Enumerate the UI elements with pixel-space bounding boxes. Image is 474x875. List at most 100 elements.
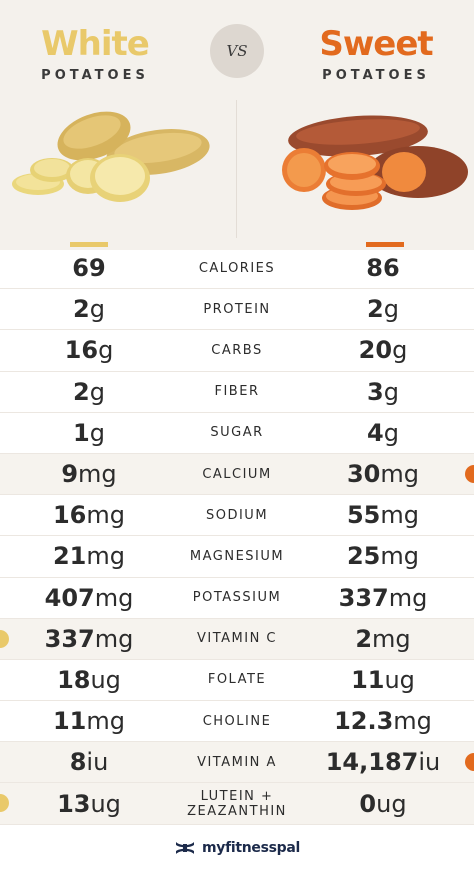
nutrient-row: 18ug FOLATE 11ug [0, 660, 474, 702]
white-number: 9 [61, 460, 79, 489]
sweet-unit: ug [376, 789, 407, 818]
sweet-highlight-dot [465, 753, 474, 772]
sweet-unit: g [383, 295, 399, 324]
nutrient-label: FIBER [214, 384, 260, 400]
white-number: 11 [52, 707, 87, 736]
sweet-value: 30mg [308, 460, 458, 488]
sweet-value: 12.3mg [308, 707, 458, 735]
nutrient-row: 407mg POTASSIUM 337mg [0, 578, 474, 619]
sweet-value: 337mg [308, 584, 458, 612]
white-unit: g [89, 295, 105, 324]
white-highlight-dot [0, 629, 9, 648]
nutrient-row: 2g PROTEIN 2g [0, 289, 474, 331]
white-number: 16 [64, 336, 99, 365]
vs-badge: VS [210, 24, 264, 78]
nutrient-label: SUGAR [210, 425, 264, 441]
white-number: 69 [72, 254, 106, 283]
white-highlight-dot [0, 794, 9, 813]
white-value: 21mg [14, 542, 164, 570]
white-value: 1g [14, 419, 164, 447]
nutrient-label: CHOLINE [202, 713, 272, 729]
white-value: 9mg [14, 460, 164, 488]
white-value: 69 [14, 254, 164, 282]
nutrient-label: PROTEIN [203, 301, 271, 317]
white-unit: mg [78, 460, 117, 489]
sweet-unit: mg [380, 460, 420, 489]
white-potato-image [12, 111, 210, 202]
sweet-number: 11 [351, 665, 385, 694]
sweet-unit: g [383, 377, 399, 406]
sweet-unit: g [383, 418, 399, 447]
header: White POTATOES VS Sweet POTATOES [0, 0, 474, 250]
white-unit: mg [86, 542, 126, 571]
sweet-unit: g [392, 336, 408, 365]
white-number: 18 [57, 665, 91, 694]
sweet-number: 14,187 [325, 748, 419, 777]
nutrient-label: FOLATE [207, 672, 267, 688]
vs-label: VS [226, 42, 248, 60]
sweet-subtitle: POTATOES [322, 68, 430, 83]
sweet-number: 55 [346, 501, 381, 530]
nutrient-label: MAGNESIUM [189, 548, 285, 564]
nutrient-row: 13ug LUTEIN + ZEAZANTHIN 0ug [0, 783, 474, 825]
white-unit: g [98, 336, 114, 365]
sweet-number: 25 [346, 542, 381, 571]
sweet-number: 3 [367, 377, 384, 406]
white-value: 407mg [14, 584, 164, 612]
white-value: 13ug [14, 790, 164, 818]
nutrient-label: VITAMIN C [196, 631, 278, 647]
sweet-number: 86 [366, 254, 400, 283]
nutrient-row: 2g FIBER 3g [0, 372, 474, 413]
sweet-unit: iu [418, 748, 441, 777]
sweet-number: 2 [355, 624, 373, 653]
white-unit: iu [86, 748, 109, 777]
white-value: 11mg [14, 707, 164, 735]
white-number: 16 [52, 501, 87, 530]
white-value: 2g [14, 378, 164, 406]
white-number: 2 [73, 377, 90, 406]
nutrient-label: CARBS [211, 342, 263, 358]
sweet-accent-bar [366, 242, 404, 247]
sweet-value: 0ug [308, 790, 458, 818]
sweet-highlight-dot [465, 464, 474, 483]
nutrient-row: 337mg VITAMIN C 2mg [0, 618, 474, 660]
sweet-potato-image [282, 115, 468, 210]
sweet-unit: mg [380, 542, 420, 571]
sweet-value: 2mg [308, 625, 458, 653]
nutrient-row: 16mg SODIUM 55mg [0, 495, 474, 537]
sweet-number: 2 [367, 295, 384, 324]
sweet-value: 3g [308, 378, 458, 406]
sweet-potatoes-heading: Sweet POTATOES [278, 24, 474, 83]
white-unit: mg [86, 707, 126, 736]
white-value: 18ug [14, 666, 164, 694]
nutrient-label: VITAMIN A [197, 754, 277, 770]
white-unit: g [89, 377, 105, 406]
sweet-number: 4 [367, 418, 384, 447]
white-number: 1 [73, 418, 90, 447]
sweet-unit: mg [372, 624, 411, 653]
nutrient-label: CALORIES [198, 260, 276, 276]
white-number: 13 [57, 789, 91, 818]
sweet-unit: mg [388, 583, 428, 612]
white-unit: mg [94, 624, 134, 653]
nutrient-row: 9mg CALCIUM 30mg [0, 453, 474, 496]
nutrition-table: 69 CALORIES 86 2g PROTEIN 2g 16g CARBS 20g 2g FIBE… [0, 248, 474, 825]
nutrient-row: 16g CARBS 20g [0, 330, 474, 372]
white-value: 2g [14, 295, 164, 323]
nutrient-row: 69 CALORIES 86 [0, 248, 474, 290]
nutrient-row: 11mg CHOLINE 12.3mg [0, 701, 474, 743]
footer: myfitnesspal [0, 830, 474, 866]
sweet-number: 12.3 [334, 707, 394, 736]
white-potatoes-heading: White POTATOES [0, 24, 190, 83]
header-divider [236, 100, 237, 238]
under-armour-logo-icon [175, 842, 194, 854]
white-unit: ug [90, 789, 121, 818]
sweet-number: 337 [338, 583, 389, 612]
white-unit: g [89, 418, 105, 447]
white-number: 2 [73, 295, 90, 324]
sweet-title: Sweet [319, 24, 433, 64]
sweet-unit: mg [380, 501, 420, 530]
sweet-value: 25mg [308, 542, 458, 570]
sweet-value: 86 [308, 254, 458, 282]
white-number: 8 [69, 748, 87, 777]
